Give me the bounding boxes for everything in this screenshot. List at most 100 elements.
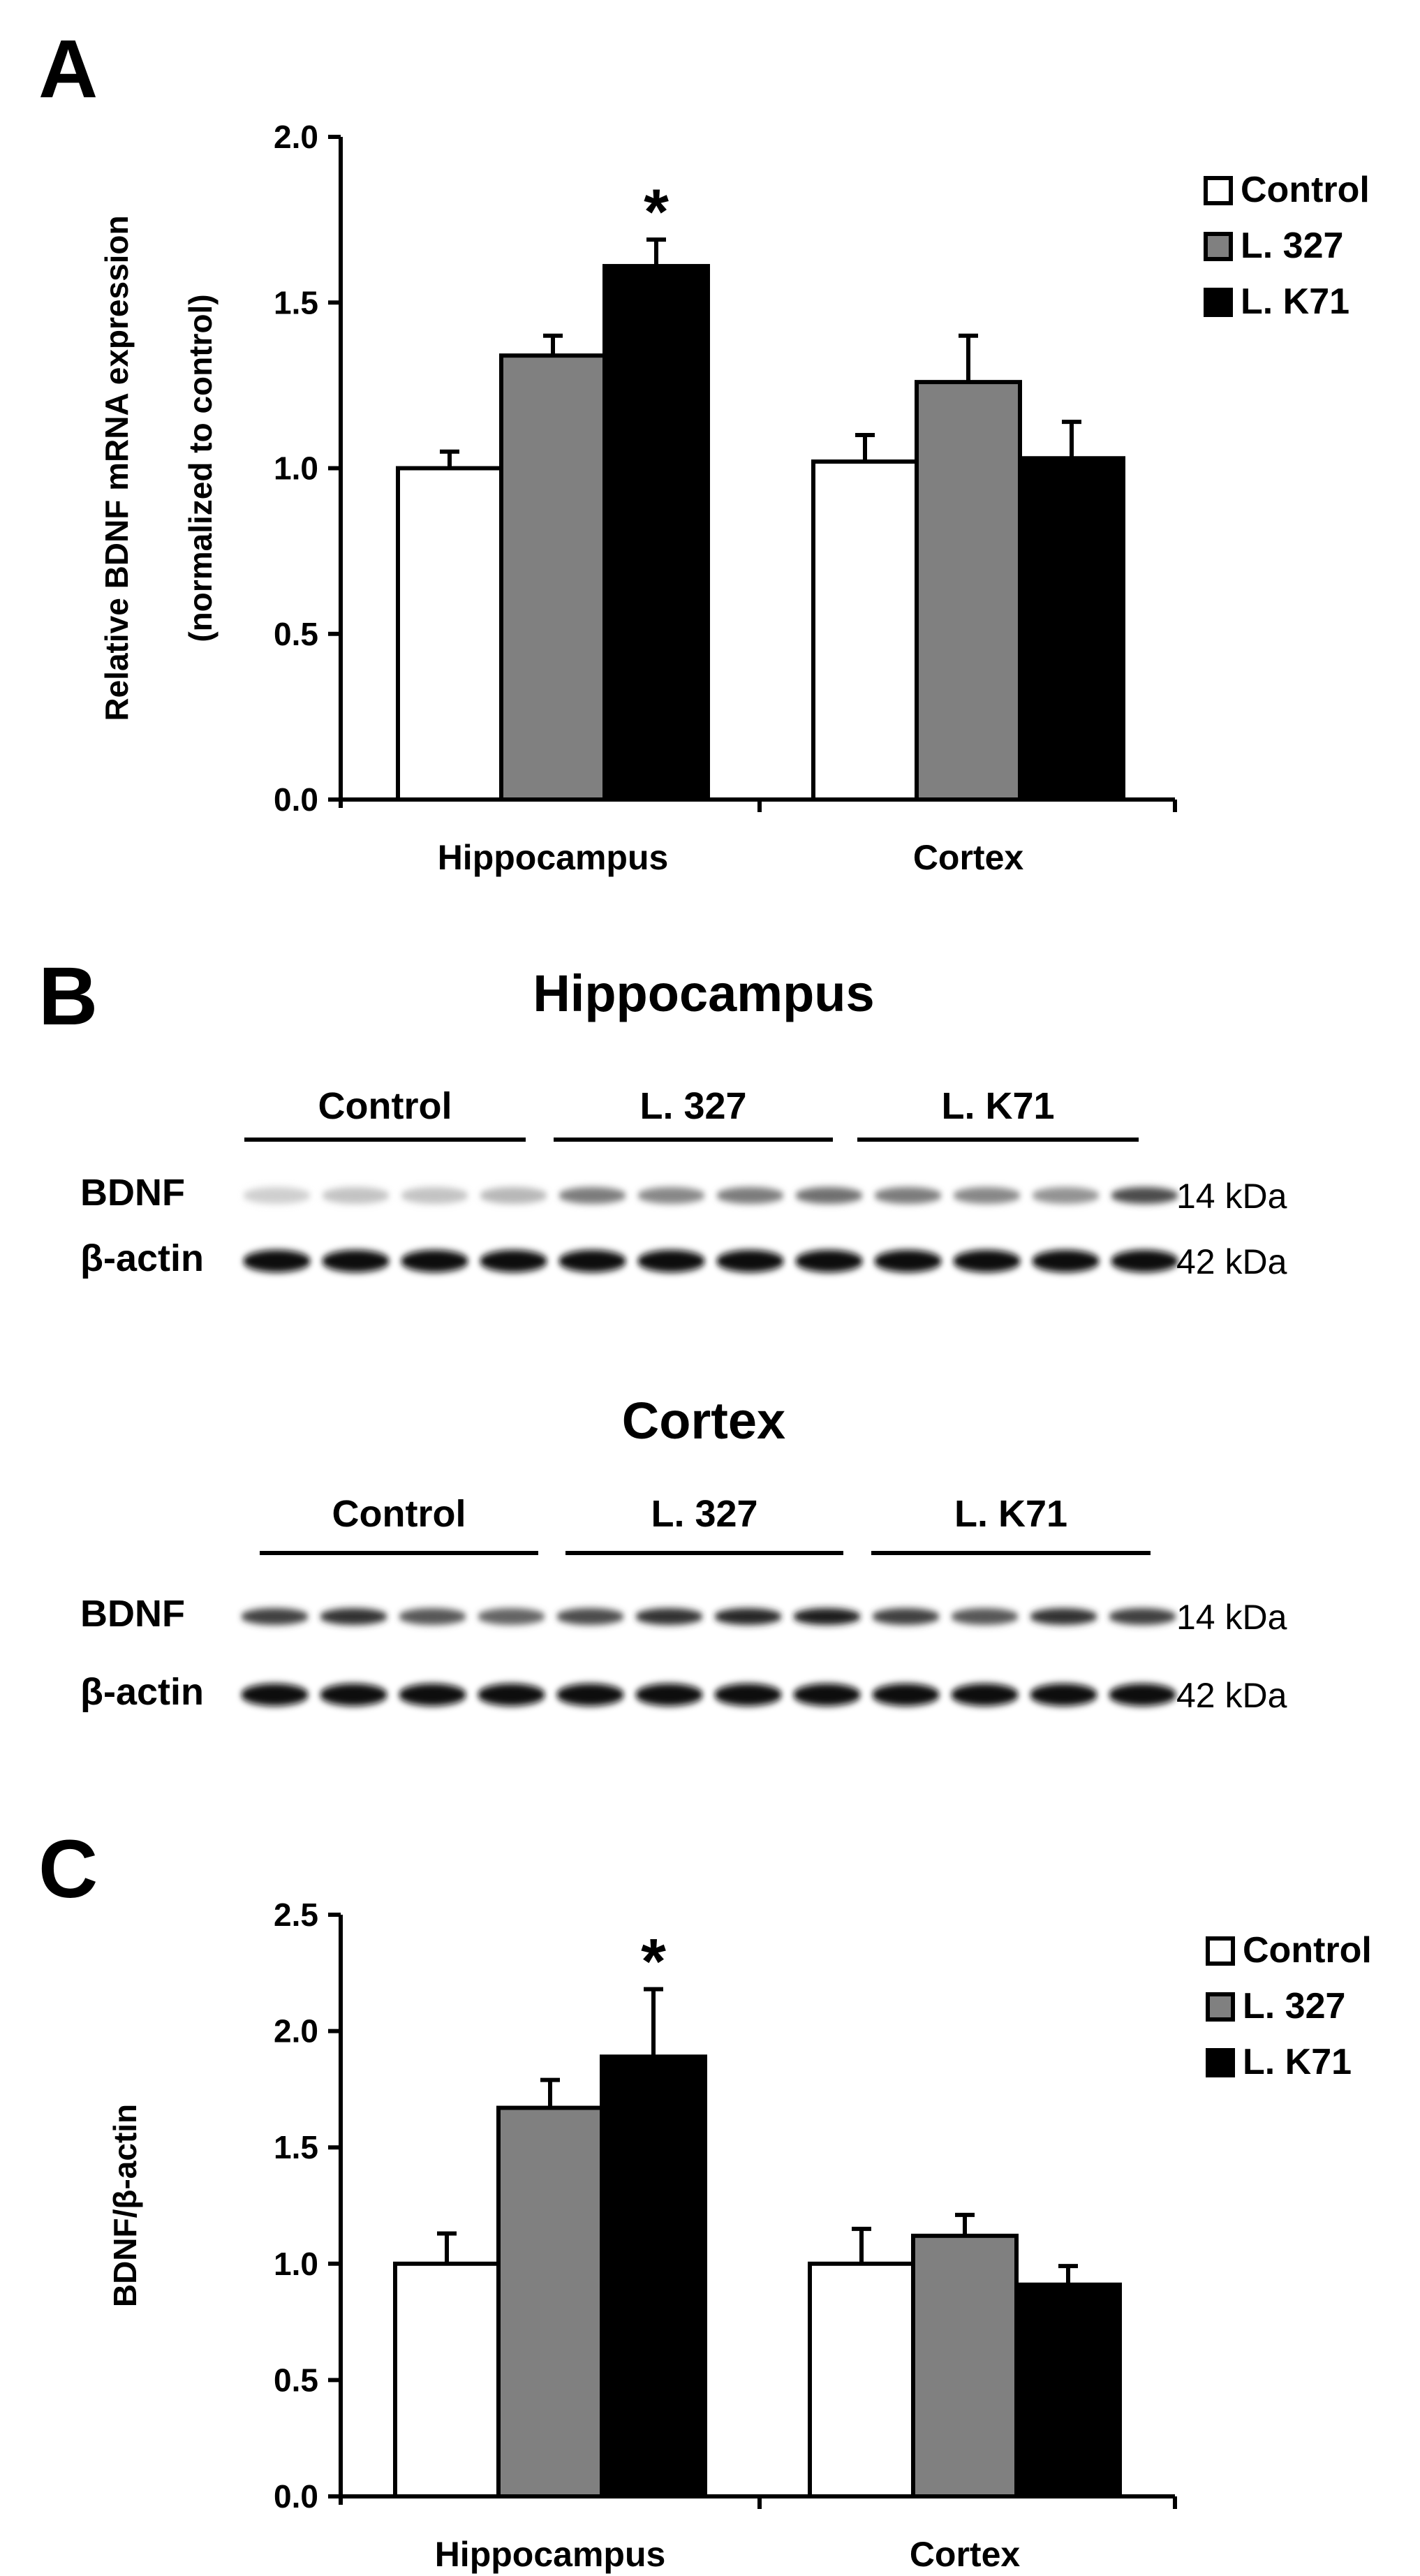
blot-band-bdnf [635, 1608, 703, 1625]
bar-l-k71-hippocampus [602, 264, 710, 802]
x-category-label: Hippocampus [435, 2535, 666, 2574]
panel-label-c: C [38, 1823, 98, 1915]
blot-band--actin [874, 1250, 942, 1272]
y-axis-label: BDNF/β-actin [107, 2104, 143, 2307]
blot-band--actin [401, 1250, 468, 1272]
blot-title: Cortex [622, 1392, 785, 1450]
blot-band--actin [399, 1684, 466, 1706]
bar-l-327-cortex [911, 2233, 1019, 2498]
legend-swatch-control [1204, 176, 1233, 205]
blot-band-bdnf [559, 1187, 626, 1204]
bar-chart-c: 0.0 0.5 1.0 1.5 2.0 2.5 BDNF/β-actin Hippocampu… [107, 1897, 1372, 2574]
y-tick-label: 1.5 [274, 284, 318, 321]
panel-label-b: B [38, 950, 98, 1043]
legend-swatch-l-k71 [1204, 288, 1233, 317]
legend-swatch-l-327 [1206, 1992, 1235, 2022]
blot-band--actin [872, 1684, 940, 1706]
y-tick-label: 2.0 [274, 2013, 318, 2049]
blot-band--actin [1109, 1684, 1176, 1706]
blot-band--actin [1111, 1250, 1178, 1272]
x-category-label: Cortex [913, 838, 1024, 877]
legend-swatch-control [1206, 1936, 1235, 1966]
blot-band-bdnf [399, 1608, 466, 1625]
y-tick-label: 1.5 [274, 2129, 318, 2165]
western-blot-figure: Hippocampus Control L. 327 L. K71 BDNF 14 kDa… [80, 964, 1287, 1715]
blot-group-label: L. K71 [941, 1085, 1054, 1127]
blot-band-bdnf [1109, 1608, 1176, 1625]
legend-label: L. K71 [1241, 281, 1349, 322]
blot-band--actin [1030, 1684, 1097, 1706]
blot-band-bdnf [637, 1187, 705, 1204]
blot-band--actin [322, 1250, 390, 1272]
bar-l-327-hippocampus [496, 2105, 604, 2498]
blot-band-bdnf [1030, 1608, 1097, 1625]
bar-l-k71-cortex [1014, 2282, 1122, 2499]
blot-band-bdnf [556, 1608, 624, 1625]
blot-group-label: L. K71 [954, 1493, 1067, 1535]
blot-band-bdnf [951, 1608, 1019, 1625]
y-tick-label: 2.5 [274, 1897, 318, 1933]
blot-size-label: 14 kDa [1176, 1598, 1287, 1637]
blot-band--actin [480, 1250, 547, 1272]
blot-band--actin [716, 1250, 784, 1272]
blot-band--actin [241, 1684, 309, 1706]
y-tick-label: 0.5 [274, 616, 318, 652]
blot-band--actin [953, 1250, 1021, 1272]
blot-band--actin [714, 1684, 782, 1706]
blot-band--actin [559, 1250, 626, 1272]
blot-group-label: Control [332, 1493, 466, 1535]
blot-band-bdnf [953, 1187, 1021, 1204]
legend-swatch-l-k71 [1206, 2048, 1235, 2077]
blot-band-bdnf [874, 1187, 942, 1204]
y-tick-label: 0.0 [274, 2478, 318, 2515]
bar-l-327-hippocampus [499, 353, 607, 802]
blot-band--actin [320, 1684, 387, 1706]
blot-band--actin [635, 1684, 703, 1706]
y-tick-label: 0.5 [274, 2362, 318, 2398]
blot-band-bdnf [320, 1608, 387, 1625]
bar-chart-a: 0.0 0.5 1.0 1.5 2.0 Relative BDNF mRNA expres… [98, 119, 1370, 877]
blot-band--actin [556, 1684, 624, 1706]
blot-band--actin [478, 1684, 545, 1706]
bar-control-hippocampus [393, 2261, 501, 2498]
bar-control-hippocampus [396, 466, 503, 802]
y-tick-label: 1.0 [274, 2246, 318, 2282]
blot-protein-label: β-actin [80, 1237, 204, 1279]
x-category-label: Cortex [910, 2535, 1021, 2574]
y-axis-label: Relative BDNF mRNA expression [98, 215, 135, 721]
blot-band--actin [793, 1684, 861, 1706]
blot-size-label: 42 kDa [1176, 1676, 1287, 1715]
blot-band--actin [795, 1250, 863, 1272]
y-axis-label: (normalized to control) [182, 294, 219, 642]
bar-l-k71-hippocampus [600, 2054, 707, 2498]
x-category-label: Hippocampus [438, 838, 669, 877]
blot-protein-label: BDNF [80, 1593, 185, 1635]
blot-size-label: 42 kDa [1176, 1242, 1287, 1281]
blot-band-bdnf [243, 1187, 311, 1204]
legend-label: Control [1241, 170, 1370, 210]
legend-swatch-l-327 [1204, 232, 1233, 261]
blot-band-bdnf [795, 1187, 863, 1204]
blot-band-bdnf [872, 1608, 940, 1625]
legend-label: L. 327 [1243, 1986, 1345, 2026]
blot-title: Hippocampus [533, 964, 874, 1022]
panel-label-a: A [38, 23, 98, 115]
blot-band--actin [637, 1250, 705, 1272]
blot-band-bdnf [714, 1608, 782, 1625]
legend-label: Control [1243, 1930, 1372, 1971]
blot-band-bdnf [716, 1187, 784, 1204]
bar-control-cortex [808, 2261, 915, 2498]
blot-band--actin [1032, 1250, 1100, 1272]
blot-protein-label: β-actin [80, 1671, 204, 1713]
legend-label: L. K71 [1243, 2042, 1352, 2082]
blot-band-bdnf [1111, 1187, 1178, 1204]
bar-l-k71-cortex [1018, 456, 1125, 802]
y-tick-label: 1.0 [274, 450, 318, 487]
significance-asterisk: * [641, 1927, 666, 1998]
blot-group-label: Control [318, 1085, 452, 1127]
blot-band-bdnf [322, 1187, 390, 1204]
blot-band--actin [951, 1684, 1019, 1706]
bar-control-cortex [811, 459, 919, 802]
blot-band-bdnf [480, 1187, 547, 1204]
significance-asterisk: * [644, 177, 669, 248]
